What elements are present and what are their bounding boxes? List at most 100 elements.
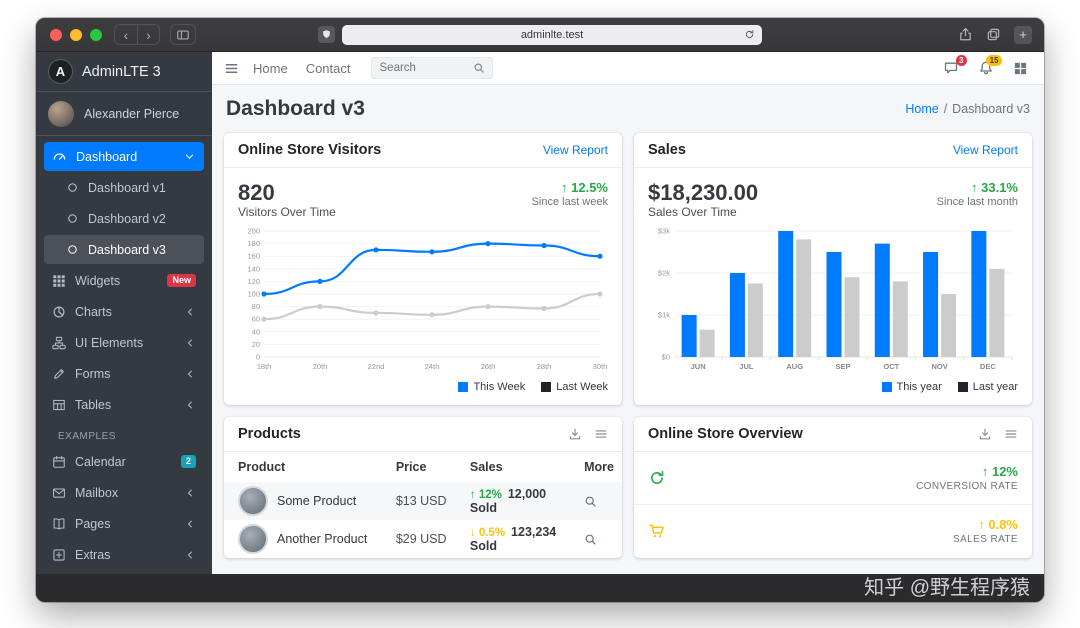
list-tool-button[interactable] [594, 427, 608, 441]
sidebar-item-tables[interactable]: Tables [44, 390, 204, 419]
sidebar-item-calendar[interactable]: Calendar 2 [44, 447, 204, 476]
tabs-icon [987, 28, 1000, 41]
address-bar[interactable]: adminlte.test [342, 24, 762, 45]
col-header-sales: Sales [469, 460, 503, 475]
notifications-dropdown-button[interactable]: 15 [978, 55, 1002, 76]
sidebar-item-pages[interactable]: Pages [44, 509, 204, 538]
messages-dropdown-button[interactable]: 3 [943, 55, 967, 76]
sidebar-item-dashboard-v2[interactable]: Dashboard v2 [44, 204, 204, 233]
window-controls [36, 28, 102, 41]
legend-label: Last Week [556, 381, 608, 394]
privacy-shield-icon[interactable] [318, 26, 335, 43]
svg-text:60: 60 [252, 315, 260, 324]
new-tab-button[interactable]: + [1014, 25, 1032, 44]
circle-icon [68, 214, 77, 223]
legend-item[interactable]: This year [881, 381, 942, 393]
sales-metrics: $18,230.00 Sales Over Time ↑ 33.1% Since… [648, 180, 1018, 219]
main-sidebar: A AdminLTE 3 Alexander Pierce Dashboard [36, 52, 212, 574]
product-price: $13 USD [395, 494, 447, 509]
legend-label: Last year [972, 381, 1018, 394]
sidebar-item-ui-elements[interactable]: UI Elements [44, 328, 204, 357]
sidebar-item-extras[interactable]: Extras [44, 540, 204, 569]
sidebar-item-dashboard-v3[interactable]: Dashboard v3 [44, 235, 204, 264]
product-name: Some Product [277, 494, 357, 509]
visitors-metrics: 820 Visitors Over Time ↑ 12.5% Since las… [238, 180, 608, 219]
legend-item[interactable]: Last year [957, 381, 1018, 394]
export-button[interactable] [568, 427, 582, 441]
sidebar-item-forms[interactable]: Forms [44, 359, 204, 388]
legend-item[interactable]: This Week [458, 381, 525, 393]
product-search-button[interactable] [584, 495, 614, 508]
search-button[interactable] [466, 57, 493, 79]
adminlte-app: A AdminLTE 3 Alexander Pierce Dashboard [36, 52, 1044, 574]
tachometer-icon [53, 153, 66, 160]
user-panel[interactable]: Alexander Pierce [36, 92, 212, 136]
legend-swatch [458, 382, 469, 393]
control-sidebar-button[interactable] [1013, 61, 1028, 76]
sidebar-item-mailbox[interactable]: Mailbox [44, 478, 204, 507]
view-report-link[interactable]: View Report [542, 143, 608, 157]
sidebar-item-dashboard-v1[interactable]: Dashboard v1 [44, 173, 204, 202]
card-title: Online Store Visitors [238, 142, 382, 158]
breadcrumb-home-link[interactable]: Home [905, 102, 939, 116]
svg-text:160: 160 [247, 252, 260, 261]
cards-row-1: Online Store Visitors View Report 820 Vi… [224, 133, 1032, 406]
svg-text:AUG: AUG [786, 362, 803, 371]
address-bar-area: adminlte.test [318, 18, 762, 51]
chevron-left-icon [187, 339, 192, 346]
view-report-link[interactable]: View Report [952, 143, 1018, 157]
browser-forward-button[interactable]: › [137, 25, 159, 44]
window-minimize-button[interactable] [70, 28, 82, 41]
svg-text:30th: 30th [593, 362, 608, 371]
legend-item[interactable]: Last Week [541, 381, 608, 393]
watermark-text: 知乎 @野生程序猿 [864, 577, 1030, 599]
window-close-button[interactable] [50, 28, 62, 41]
nav-link-home[interactable]: Home [253, 60, 288, 76]
user-name: Alexander Pierce [84, 106, 180, 121]
arrow-up-icon: ↑ [469, 489, 476, 502]
tab-overview-button[interactable] [986, 27, 1001, 42]
product-price: $29 USD [395, 532, 447, 547]
svg-text:OCT: OCT [883, 362, 899, 371]
nav-link-contact[interactable]: Contact [305, 60, 351, 76]
edit-icon [54, 368, 64, 379]
arrow-down-icon: ↓ [469, 527, 476, 540]
sidebar-item-dashboard[interactable]: Dashboard [44, 142, 204, 171]
brand-link[interactable]: A AdminLTE 3 [36, 52, 212, 92]
chevron-left-icon [187, 370, 192, 377]
share-icon [960, 28, 971, 41]
svg-text:26th: 26th [481, 362, 496, 371]
legend-swatch [881, 382, 892, 393]
svg-text:JUL: JUL [739, 362, 754, 371]
sidebar-item-charts[interactable]: Charts [44, 297, 204, 326]
product-search-button[interactable] [584, 533, 614, 546]
share-button[interactable] [958, 27, 973, 42]
browser-back-button[interactable]: ‹ [123, 26, 129, 43]
card-title: Sales [648, 142, 686, 158]
messages-count-badge: 3 [955, 55, 967, 66]
reload-button[interactable] [744, 29, 755, 40]
sales-card: Sales View Report $18,230.00 Sales Over … [634, 133, 1032, 406]
product-sold: 123,234 Sold [469, 525, 557, 554]
search-icon [585, 496, 596, 507]
export-button[interactable] [978, 427, 992, 441]
sales-delta: 33.1% [981, 180, 1018, 195]
product-image [238, 524, 268, 555]
pushmenu-button[interactable] [224, 61, 239, 76]
circle-icon [68, 183, 77, 192]
sidebar-item-widgets[interactable]: Widgets New [44, 266, 204, 295]
list-tool-button[interactable] [1004, 427, 1018, 441]
breadcrumb-separator: / [943, 102, 948, 116]
visitors-card: Online Store Visitors View Report 820 Vi… [224, 133, 622, 406]
window-zoom-button[interactable] [90, 28, 102, 41]
svg-text:80: 80 [252, 302, 260, 311]
svg-text:40: 40 [252, 328, 260, 337]
search-input[interactable] [370, 57, 467, 79]
visitors-delta-note: Since last week [531, 196, 608, 208]
circle-icon [68, 245, 77, 254]
calendar-icon [53, 455, 65, 468]
svg-text:$2k: $2k [658, 269, 670, 278]
legend-label: This Week [473, 381, 526, 394]
browser-sidebar-toggle-button[interactable] [170, 24, 196, 45]
